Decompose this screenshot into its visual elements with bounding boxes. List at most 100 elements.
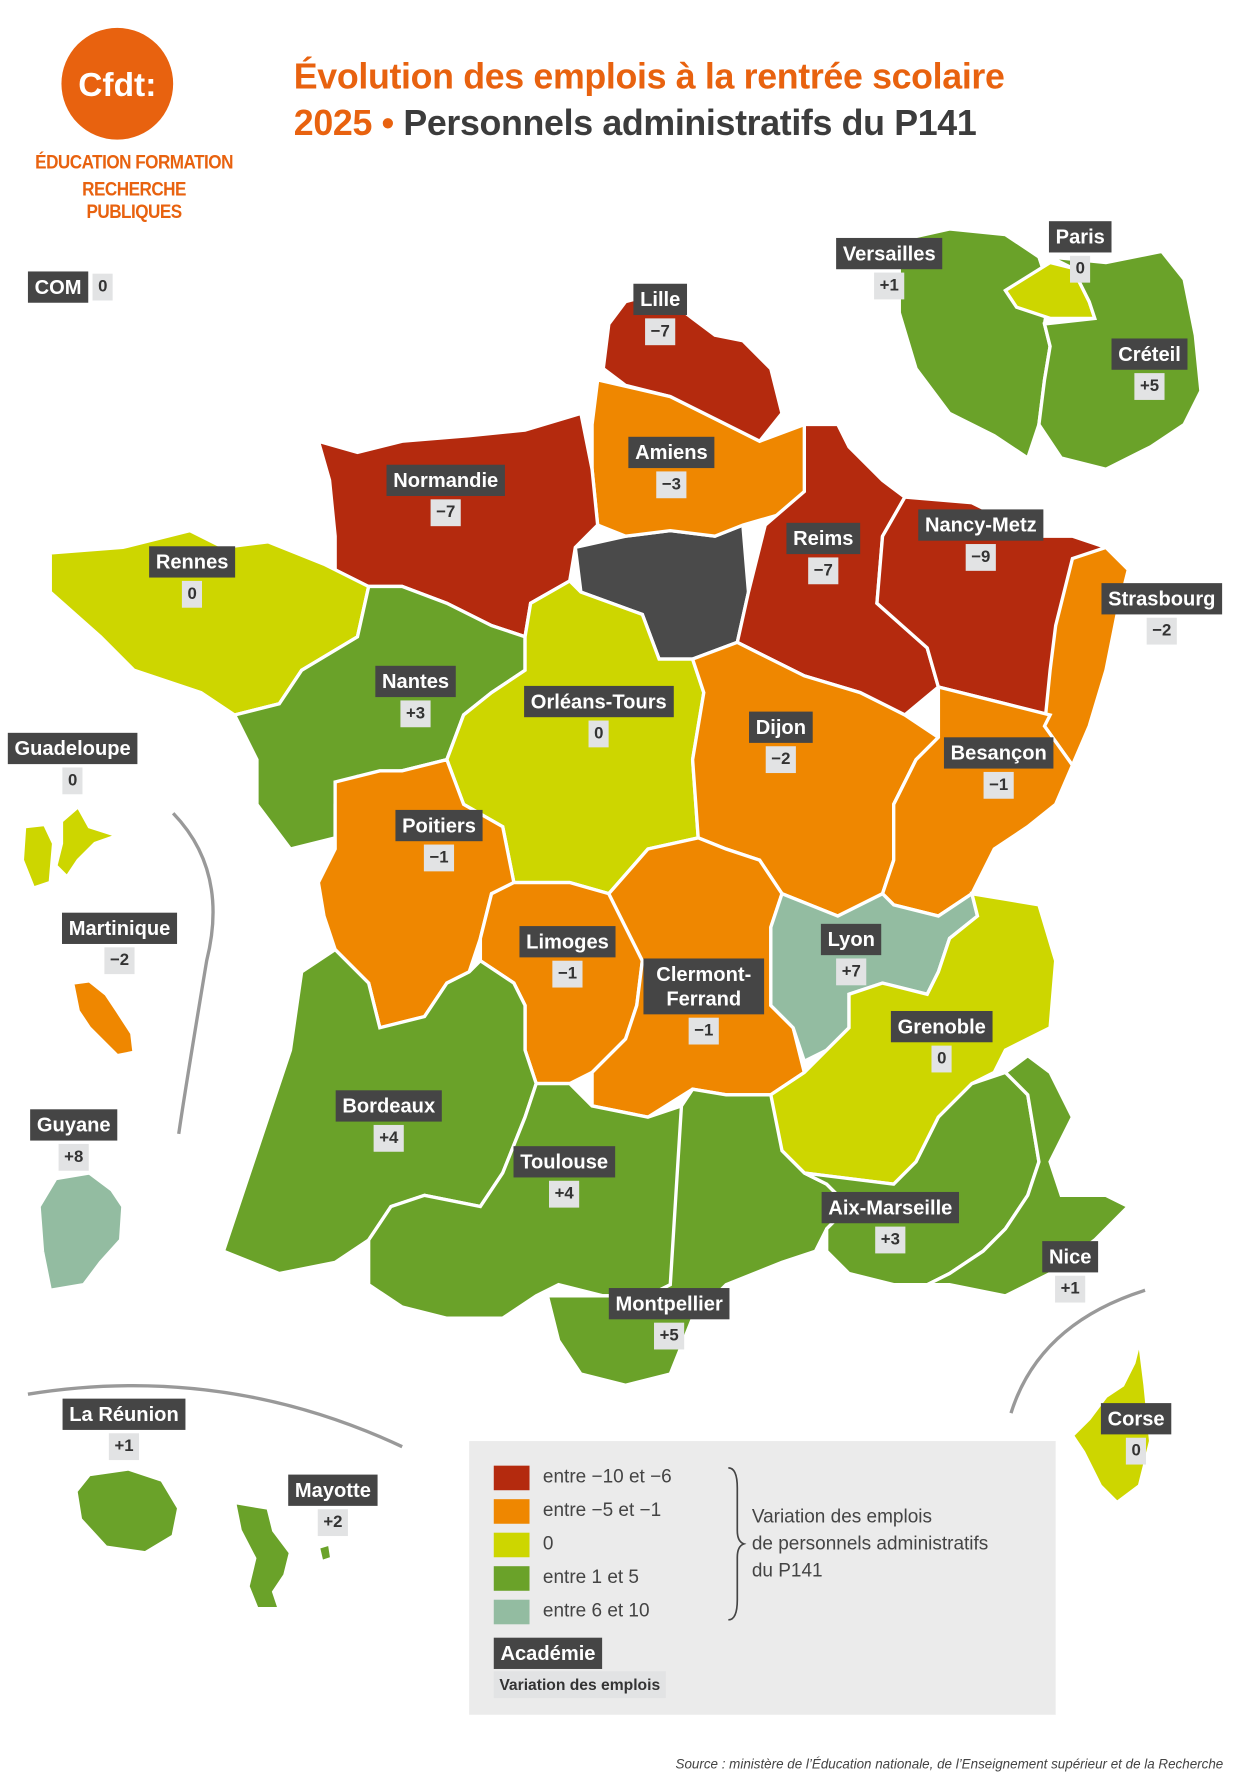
region-label: Limoges bbox=[519, 926, 616, 958]
legend-swatch bbox=[493, 1599, 530, 1625]
region-value: +8 bbox=[58, 1143, 89, 1171]
legend-swatch bbox=[493, 1532, 530, 1558]
source: Source : ministère de l’Éducation nation… bbox=[675, 1756, 1224, 1772]
legend-note: de personnels administratifs bbox=[751, 1532, 989, 1554]
region-label: Nancy-Metz bbox=[918, 509, 1044, 541]
region-value: 0 bbox=[588, 720, 610, 748]
region-value: +3 bbox=[875, 1226, 906, 1254]
logo-subtitle: ÉDUCATION FORMATION bbox=[35, 151, 233, 174]
legend-key-label: Académie bbox=[493, 1637, 603, 1669]
region-value: −7 bbox=[645, 318, 676, 346]
region-value: 0 bbox=[1125, 1437, 1147, 1465]
region-label: Strasbourg bbox=[1101, 583, 1223, 615]
separator-arc bbox=[171, 812, 215, 1135]
region-value: −7 bbox=[808, 557, 839, 585]
region-label: Nantes bbox=[375, 665, 456, 698]
region-label: Poitiers bbox=[395, 809, 483, 842]
region-label: Besançon bbox=[943, 737, 1054, 769]
region-value: +4 bbox=[549, 1180, 580, 1208]
legend-label: entre −5 et −1 bbox=[542, 1499, 662, 1521]
legend-brace bbox=[728, 1467, 747, 1621]
legend-swatch bbox=[493, 1465, 530, 1491]
region-value: −1 bbox=[552, 960, 583, 988]
region-label: Versailles bbox=[836, 237, 943, 270]
region-label: Guyane bbox=[30, 1109, 118, 1141]
region-label: Martinique bbox=[61, 912, 178, 944]
legend-label: entre 1 et 5 bbox=[542, 1566, 640, 1588]
region-value: +5 bbox=[1134, 373, 1165, 400]
region-value: +1 bbox=[108, 1433, 140, 1461]
legend-key-value: Variation des emplois bbox=[493, 1671, 666, 1699]
com-label: COM bbox=[27, 271, 89, 303]
region-label: Normandie bbox=[386, 464, 505, 497]
region-value: −1 bbox=[688, 1017, 719, 1045]
title-rest: Personnels administratifs du P141 bbox=[403, 102, 977, 143]
region-value: −1 bbox=[983, 771, 1014, 799]
region-label: Lille bbox=[633, 283, 688, 316]
region-label: Lyon bbox=[820, 923, 882, 956]
legend: Académie Variation des emplois entre −10… bbox=[469, 1441, 1056, 1715]
region-value: −9 bbox=[965, 544, 996, 571]
separator-arc bbox=[1009, 1288, 1146, 1414]
region-shape bbox=[54, 803, 123, 880]
logo-text: Cfdt: bbox=[78, 67, 156, 104]
region-value: +3 bbox=[400, 700, 431, 728]
legend-swatch bbox=[493, 1499, 530, 1524]
region-value: −7 bbox=[430, 499, 461, 527]
region-value: +7 bbox=[836, 958, 867, 986]
region-label: Bordeaux bbox=[335, 1090, 442, 1122]
region-label: Nice bbox=[1042, 1241, 1099, 1273]
region-label: Corse bbox=[1100, 1403, 1172, 1435]
region-value: +4 bbox=[373, 1124, 404, 1152]
logo-subtitle: RECHERCHE PUBLIQUES bbox=[82, 178, 186, 223]
regions bbox=[20, 227, 1203, 1611]
region-label: Aix-Marseille bbox=[821, 1191, 960, 1224]
region-label: Montpellier bbox=[608, 1288, 730, 1320]
region-value: +1 bbox=[874, 272, 905, 300]
region-value: −2 bbox=[1146, 617, 1177, 645]
region-shape bbox=[37, 1171, 125, 1293]
legend-label: entre −10 et −6 bbox=[542, 1465, 672, 1487]
legend-swatch bbox=[493, 1566, 530, 1591]
region-value: +5 bbox=[654, 1322, 685, 1350]
region-value: 0 bbox=[931, 1045, 952, 1073]
region-label: Reims bbox=[786, 522, 861, 555]
region-label: Rennes bbox=[149, 546, 236, 578]
region-shape bbox=[20, 822, 56, 891]
region-shape bbox=[316, 1541, 334, 1564]
region-shape bbox=[74, 1467, 181, 1555]
region-label: Toulouse bbox=[513, 1146, 615, 1178]
region-value: 0 bbox=[181, 580, 203, 608]
region-value: −2 bbox=[765, 746, 797, 774]
com-value: 0 bbox=[92, 273, 114, 301]
region-shape bbox=[926, 1053, 1132, 1298]
region-shape bbox=[232, 1500, 293, 1611]
region-value: +2 bbox=[317, 1509, 349, 1537]
region-value: +1 bbox=[1055, 1275, 1086, 1303]
region-label: La Réunion bbox=[62, 1398, 186, 1430]
region-label: Clermont-Ferrand bbox=[643, 958, 765, 1015]
title-line1: Évolution des emplois à la rentrée scola… bbox=[293, 55, 1005, 97]
region-label: Mayotte bbox=[288, 1474, 378, 1506]
region-value: 0 bbox=[1070, 255, 1091, 283]
legend-note: du P141 bbox=[751, 1559, 823, 1581]
region-value: 0 bbox=[62, 767, 83, 795]
region-label: Amiens bbox=[628, 436, 715, 469]
region-label: Grenoble bbox=[890, 1010, 993, 1043]
title-highlight: 2025 • bbox=[293, 102, 394, 143]
region-label: Dijon bbox=[749, 711, 813, 743]
title-line2: 2025 • Personnels administratifs du P141 bbox=[294, 103, 977, 144]
legend-note: Variation des emplois bbox=[751, 1505, 932, 1528]
legend-label: 0 bbox=[542, 1532, 554, 1554]
region-label: Orléans-Tours bbox=[524, 685, 674, 718]
region-shape bbox=[70, 979, 136, 1058]
region-value: −3 bbox=[656, 471, 687, 499]
region-label: Créteil bbox=[1111, 338, 1188, 370]
legend-label: entre 6 et 10 bbox=[542, 1599, 650, 1621]
separator-arc bbox=[27, 1384, 403, 1449]
region-label: Guadeloupe bbox=[7, 732, 138, 765]
region-value: −2 bbox=[104, 947, 135, 975]
